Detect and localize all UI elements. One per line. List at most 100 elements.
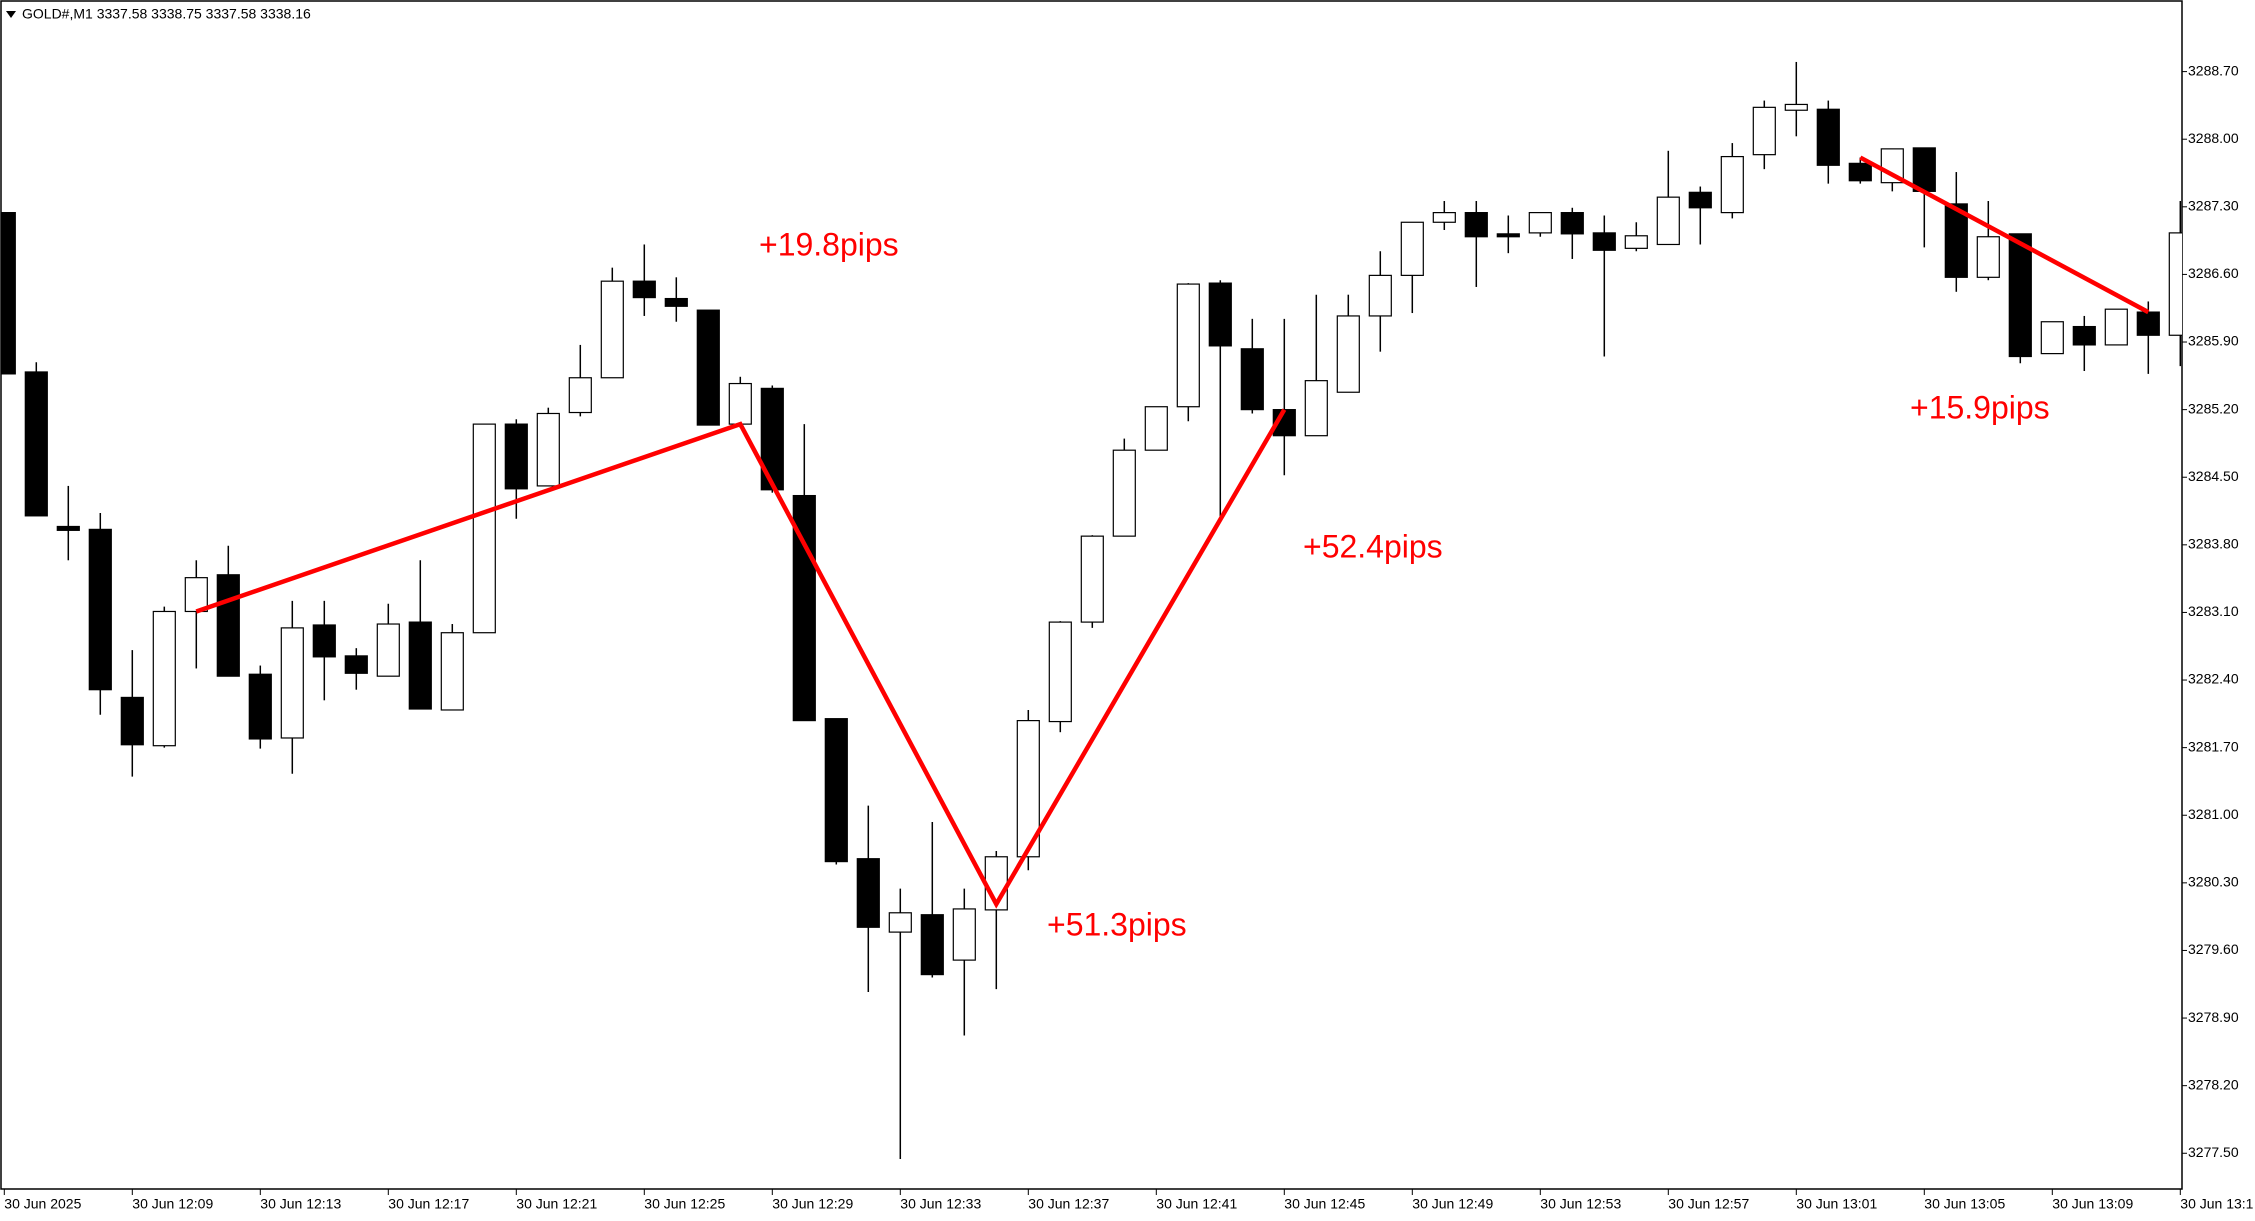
candle-body (1464, 212, 1488, 238)
candle-body (696, 309, 720, 426)
y-tick-label: 3280.30 (2188, 874, 2239, 890)
y-tick-label: 3277.50 (2188, 1144, 2239, 1160)
candle-body (1368, 274, 1392, 317)
y-tick-label: 3285.20 (2188, 400, 2239, 416)
candle-body (1112, 449, 1136, 537)
candle-body (920, 914, 944, 976)
plot-frame (0, 0, 2183, 1190)
candle-body (440, 632, 464, 711)
candle-body (952, 908, 976, 961)
candle-body (1144, 406, 1168, 451)
x-tick-label: 30 Jun 13:01 (1796, 1196, 1877, 1212)
x-tick-label: 30 Jun 13:09 (2052, 1196, 2133, 1212)
candle-body (1240, 348, 1264, 411)
candle-body (664, 297, 688, 307)
candle-body (280, 627, 304, 739)
candle-body (1400, 221, 1424, 276)
candle-body (856, 858, 880, 928)
y-tick-label: 3284.50 (2188, 468, 2239, 484)
candle-body (184, 577, 208, 613)
candle-body (56, 525, 80, 531)
candle-body (1432, 212, 1456, 223)
x-tick-label: 30 Jun 12:13 (260, 1196, 341, 1212)
trend-line (195, 408, 1287, 909)
x-tick-label: 30 Jun 12:53 (1540, 1196, 1621, 1212)
x-tick-label: 30 Jun 12:29 (772, 1196, 853, 1212)
candle-body (1, 212, 16, 375)
candle-body (2040, 321, 2064, 355)
candle-body (2072, 325, 2096, 346)
candle-body (2136, 311, 2160, 336)
x-tick-label: 30 Jun 12:09 (132, 1196, 213, 1212)
candle-body (1496, 233, 1520, 238)
annotation: +15.9pips (1910, 389, 2050, 425)
candle-body (152, 610, 176, 747)
y-tick-label: 3283.10 (2188, 603, 2239, 619)
candle-body (1976, 236, 2000, 278)
candle-body (1208, 282, 1232, 347)
x-tick-label: 30 Jun 12:21 (516, 1196, 597, 1212)
candle-body (1304, 380, 1328, 437)
x-tick-label: 30 Jun 2025 (4, 1196, 81, 1212)
candle-body (1848, 162, 1872, 182)
candle-body (1528, 212, 1552, 234)
candle-body (1816, 108, 1840, 166)
x-tick-label: 30 Jun 12:45 (1284, 1196, 1365, 1212)
y-tick-label: 3281.70 (2188, 738, 2239, 754)
candle-body (536, 412, 560, 487)
candle-body (344, 655, 368, 674)
candle-body (24, 371, 48, 517)
x-tick-label: 30 Jun 12:33 (900, 1196, 981, 1212)
y-tick-label: 3288.00 (2188, 130, 2239, 146)
candle-body (88, 528, 112, 691)
candle-body (1912, 147, 1936, 192)
annotation: +51.3pips (1047, 906, 1187, 942)
candle-body (376, 623, 400, 677)
y-tick-label: 3279.60 (2188, 941, 2239, 957)
candle-body (1560, 212, 1584, 235)
x-tick-label: 30 Jun 12:41 (1156, 1196, 1237, 1212)
candle-body (632, 280, 656, 299)
y-tick-label: 3285.90 (2188, 333, 2239, 349)
candle-body (312, 624, 336, 658)
plot-area (1, 61, 2182, 1160)
candle-body (408, 621, 432, 710)
x-tick-label: 30 Jun 13:05 (1924, 1196, 2005, 1212)
candle-body (1752, 106, 1776, 156)
candle-body (1624, 235, 1648, 249)
candle-body (248, 673, 272, 740)
y-tick-label: 3288.70 (2188, 62, 2239, 78)
candle-body (1720, 155, 1744, 214)
candle-body (1688, 191, 1712, 209)
x-tick-label: 30 Jun 12:25 (644, 1196, 725, 1212)
chart-title: GOLD#,M1 3337.58 3338.75 3337.58 3338.16 (22, 6, 311, 22)
y-tick-label: 3282.40 (2188, 671, 2239, 687)
x-tick-label: 30 Jun 12:17 (388, 1196, 469, 1212)
annotation: +19.8pips (759, 226, 899, 262)
candle-body (888, 912, 912, 933)
candle-body (120, 696, 144, 746)
y-tick-label: 3278.20 (2188, 1076, 2239, 1092)
y-tick-label: 3286.60 (2188, 265, 2239, 281)
x-tick-label: 30 Jun 12:37 (1028, 1196, 1109, 1212)
x-tick-label: 30 Jun 12:57 (1668, 1196, 1749, 1212)
candle-body (472, 423, 496, 634)
y-tick-label: 3278.90 (2188, 1009, 2239, 1025)
candle-body (2168, 232, 2182, 336)
y-tick-label: 3287.30 (2188, 198, 2239, 214)
trend-line (1859, 155, 2150, 315)
candle-body (1080, 535, 1104, 623)
x-tick-label: 30 Jun 13:1 (2180, 1196, 2253, 1212)
y-tick-label: 3281.00 (2188, 806, 2239, 822)
y-tick-label: 3283.80 (2188, 536, 2239, 552)
candle-body (600, 280, 624, 379)
menu-triangle (6, 11, 16, 18)
candle-body (568, 377, 592, 414)
candle-body (2008, 233, 2032, 358)
annotation: +52.4pips (1303, 528, 1443, 564)
candle-body (1176, 283, 1200, 408)
candle-body (1048, 621, 1072, 723)
candle-body (1656, 196, 1680, 246)
